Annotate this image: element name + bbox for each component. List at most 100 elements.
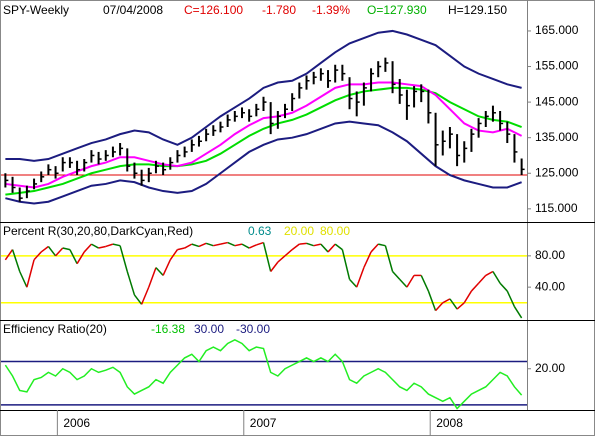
- indicator-segment: [205, 242, 214, 247]
- indicator-segment: [91, 243, 99, 249]
- readout: 30.00: [194, 322, 224, 336]
- indicator-segment: [184, 243, 193, 249]
- percent-r-panel: [1, 241, 527, 319]
- high-readout: H=129.150: [448, 3, 507, 17]
- indicator-segment: [55, 247, 64, 257]
- indicator-segment: [26, 259, 35, 288]
- indicator-segment: [427, 290, 437, 311]
- close-readout: C=126.100: [184, 3, 243, 17]
- y-tick-label: 125.000: [535, 165, 579, 179]
- y-tick-label: 135.000: [535, 130, 579, 144]
- indicator-segment: [213, 243, 221, 247]
- indicator-segment: [384, 245, 394, 272]
- indicator-segment: [69, 249, 78, 265]
- indicator-segment: [492, 271, 501, 284]
- indicator-segment: [234, 243, 243, 247]
- indicator-segment: [513, 306, 523, 319]
- indicator-segment: [320, 243, 329, 253]
- indicator-segment: [248, 244, 257, 249]
- axes: 115.000 125.000 135.000 145.000 155.000 165.0…: [56, 23, 579, 436]
- indicator-segment: [341, 249, 351, 280]
- indicator-segment: [277, 255, 286, 263]
- indicator-segment: [435, 302, 444, 312]
- indicator-segment: [133, 294, 143, 305]
- indicator-segment: [370, 243, 379, 253]
- readout: 80.00: [320, 224, 350, 238]
- x-tick-label: 2008: [436, 416, 463, 430]
- efficiency-panel: [1, 338, 527, 410]
- indicator-segment: [227, 241, 236, 247]
- readout: -16.38: [151, 322, 185, 336]
- indicator-segment: [499, 282, 508, 292]
- indicator-segment: [4, 249, 14, 261]
- indicator-segment: [241, 243, 250, 249]
- indicator-segment: [378, 243, 386, 247]
- y-tick-label: 20.00: [535, 361, 565, 375]
- x-tick-label: 2007: [250, 416, 277, 430]
- indicator-segment: [155, 267, 164, 276]
- indicator-segment: [306, 242, 314, 247]
- change-readout: -1.780: [262, 3, 296, 17]
- indicator-segment: [478, 274, 487, 284]
- indicator-segment: [284, 249, 293, 257]
- indicator-segment: [162, 259, 171, 276]
- y-tick-label: 115.000: [535, 201, 578, 215]
- indicator-segment: [313, 243, 322, 247]
- indicator-segment: [420, 275, 430, 292]
- indicator-segment: [40, 245, 49, 253]
- x-tick-label: 2006: [63, 416, 90, 430]
- overlay-line: [5, 81, 523, 189]
- indicator-segment: [442, 298, 451, 304]
- indicator-segment: [392, 270, 401, 280]
- y-tick-label: 40.00: [535, 279, 565, 293]
- indicator-segment: [198, 242, 207, 248]
- indicator-segment: [76, 251, 85, 265]
- indicator-segment: [270, 261, 279, 272]
- indicator-segment: [334, 243, 343, 251]
- readout: -30.00: [236, 322, 270, 336]
- indicator-segment: [105, 243, 114, 248]
- date: 07/04/2008: [103, 3, 163, 17]
- indicator-segment: [177, 247, 185, 251]
- panel-title: Efficiency Ratio(20): [3, 322, 107, 336]
- indicator-segment: [456, 302, 465, 310]
- indicator-segment: [406, 275, 415, 288]
- change-pct-readout: -1.39%: [312, 3, 350, 17]
- y-tick-label: 155.000: [535, 59, 579, 73]
- indicator-segment: [220, 241, 228, 245]
- indicator-segment: [291, 243, 300, 251]
- indicator-segment: [169, 249, 179, 261]
- indicator-segment: [485, 270, 494, 277]
- indicator-segment: [506, 290, 516, 308]
- open-readout: O=127.930: [367, 3, 427, 17]
- y-tick-label: 80.00: [535, 248, 565, 262]
- price-panel: [1, 29, 527, 205]
- readout: 0.63: [248, 224, 272, 238]
- indicator-segment: [191, 243, 200, 248]
- indicator-segment: [299, 242, 307, 245]
- y-tick-label: 145.000: [535, 94, 579, 108]
- indicator-segment: [83, 243, 92, 253]
- indicator-segment: [47, 246, 57, 257]
- indicator-segment: [399, 278, 408, 288]
- symbol: SPY-Weekly: [3, 3, 69, 17]
- indicator-segment: [140, 286, 150, 305]
- indicator-segment: [356, 267, 365, 288]
- indicator-segment: [463, 290, 473, 304]
- panel-title: Percent R(30,20,80,DarkCyan,Red): [3, 224, 193, 238]
- overlay-line: [5, 86, 522, 196]
- indicator-segment: [33, 251, 42, 261]
- indicator-segment: [470, 282, 480, 292]
- indicator-segment: [327, 243, 336, 253]
- y-tick-label: 165.000: [535, 23, 579, 37]
- indicator-segment: [348, 278, 358, 288]
- readout: 20.00: [284, 224, 314, 238]
- indicator-segment: [112, 243, 121, 247]
- indicator-segment: [363, 251, 372, 268]
- indicator-segment: [148, 267, 157, 288]
- indicator-segment: [19, 271, 28, 288]
- indicator-segment: [98, 245, 106, 249]
- indicator-segment: [11, 249, 21, 272]
